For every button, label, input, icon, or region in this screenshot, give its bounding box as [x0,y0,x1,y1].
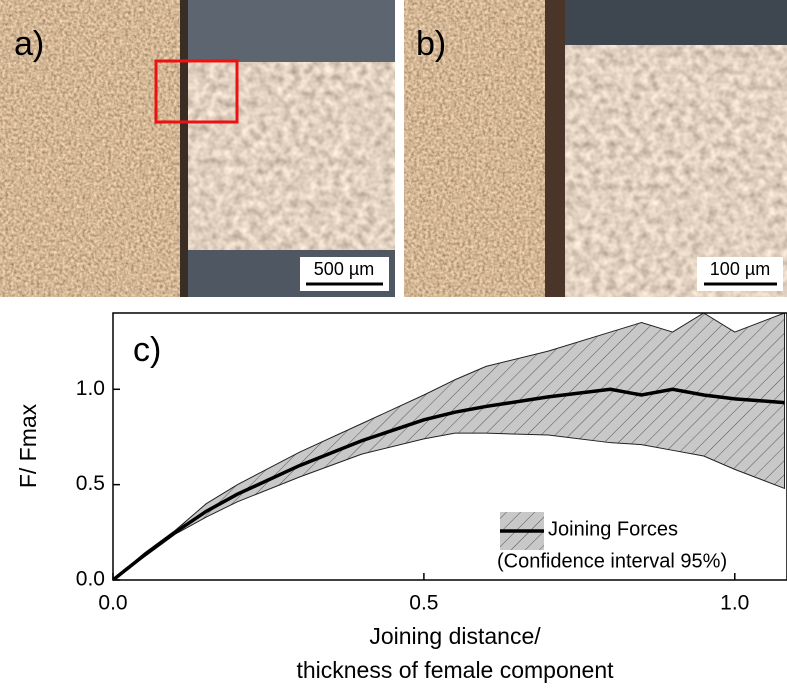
scale-bar-label: 100 µm [710,259,770,279]
legend-label: Joining Forces [548,518,678,540]
y-tick-label: 0.5 [76,472,105,495]
panel-label: c) [133,331,161,369]
x-tick-label: 0.5 [409,592,438,615]
micrograph-a: a) 500 µm [0,0,395,297]
plot-area [113,313,785,580]
panel-label: b) [416,25,446,63]
panel-label: a) [14,25,44,63]
x-tick-label: 1.0 [720,592,749,615]
y-tick-label: 1.0 [76,377,105,400]
x-axis-label: Joining distance/ [369,623,541,649]
x-tick-label: 0.0 [98,592,127,615]
y-tick-label: 0.0 [76,568,105,591]
y-axis-label: F/ Fmax [15,403,41,488]
micrograph-b: b) 100 µm [404,0,787,297]
chart: 0.0 0.5 1.0 0.0 0.5 1.0 c) F/ Fmax Joining dista… [15,313,787,683]
legend-label: (Confidence interval 95%) [497,550,727,572]
x-axis-label: thickness of female component [296,657,614,683]
scale-bar-label: 500 µm [314,259,374,279]
figure: a) 500 µm b) 100 µm 0.0 0.5 1.0 0.0 0.5 1.0 c)… [0,0,787,691]
confidence-band [113,313,785,580]
